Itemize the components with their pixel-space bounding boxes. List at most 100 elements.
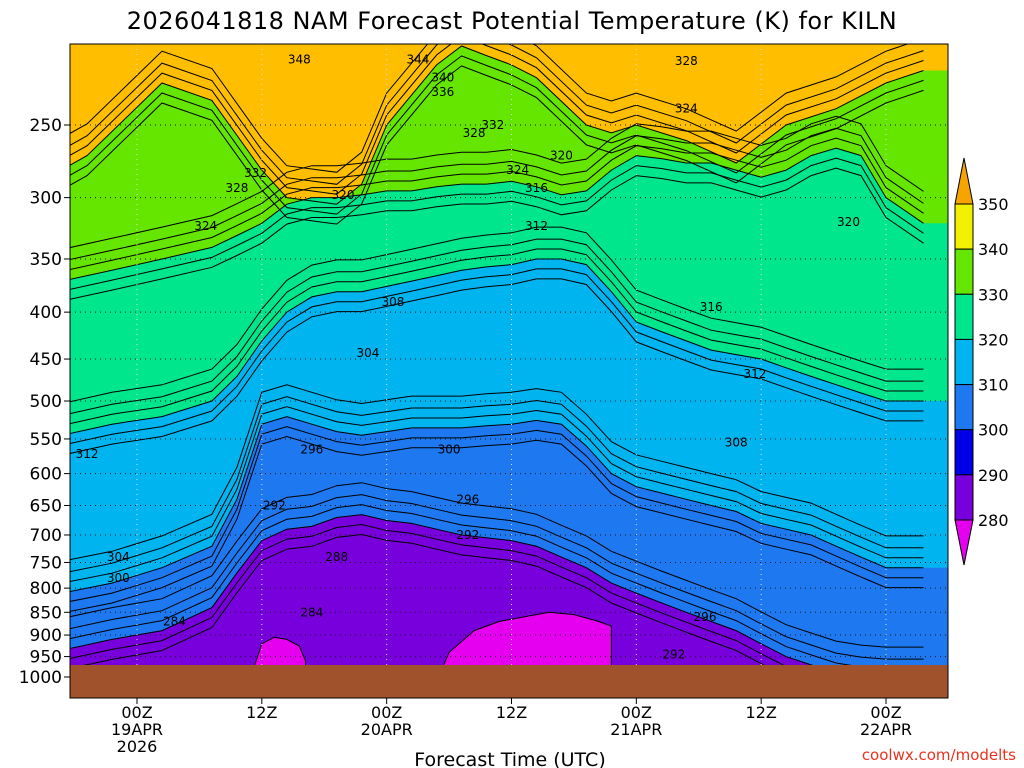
colorbar-label-280: 280 (978, 511, 1009, 530)
colorbar-label-320: 320 (978, 330, 1009, 349)
ground-surface (70, 665, 948, 698)
colorbar: 350 340 330 320 310 300 290 280 (954, 157, 1009, 566)
contour-theta_surface_top-4 (70, 55, 924, 215)
contour-label-284: 284 (300, 605, 323, 619)
x-tick-label-6-1: 19APR (111, 720, 163, 739)
x-tick-label-26-0: 00Z (371, 703, 402, 722)
fill-theta_280_region_b (436, 612, 612, 681)
x-tick-label-46-0: 00Z (621, 703, 652, 722)
contour-label-332: 332 (481, 118, 504, 132)
colorbar-label-310: 310 (978, 376, 1009, 395)
contour-label-304: 304 (356, 346, 379, 360)
y-tick-label-750: 750 (30, 553, 62, 573)
colorbar-segment-350 (954, 203, 974, 250)
contour-label-296: 296 (300, 443, 323, 457)
contour-theta_surface_top-2 (70, 44, 924, 195)
contour-theta_290_boundary-0 (70, 482, 924, 648)
y-tick-label-800: 800 (30, 579, 62, 599)
colorbar-segment-300 (954, 429, 974, 476)
contour-theta_300_boundary-0 (70, 384, 924, 561)
y-tick-label-500: 500 (30, 392, 62, 412)
contour-theta_320_boundary-3 (70, 147, 924, 280)
y-tick-label-650: 650 (30, 497, 62, 517)
colorbar-label-350: 350 (978, 195, 1009, 214)
colorbar-bottom-arrow (954, 519, 974, 566)
contour-label-332: 332 (675, 33, 698, 47)
y-tick-label-450: 450 (30, 350, 62, 370)
plot-area: 348 3443403363323323283243283243203163123… (38, 33, 948, 698)
colorbar-label-300: 300 (978, 421, 1009, 440)
contour-theta_290_boundary-4 (70, 523, 924, 690)
contour-theta_280_region_b-0 (436, 611, 612, 682)
y-tick-label-700: 700 (30, 526, 62, 546)
contour-label-308: 308 (725, 436, 748, 450)
y-tick-label-900: 900 (30, 626, 62, 646)
y-tick-label-950: 950 (30, 648, 62, 668)
chart-title: 2026041818 NAM Forecast Potential Temper… (127, 7, 898, 35)
contour-theta_surface_top-0 (70, 44, 909, 173)
plot-frame (69, 43, 949, 699)
contour-label-296: 296 (456, 492, 479, 506)
contour-label-312: 312 (76, 447, 99, 461)
y-tick-label-1000: 1000 (19, 668, 62, 688)
credit-text: coolwx.com/modelts (862, 746, 1016, 764)
colorbar-label-330: 330 (978, 285, 1009, 304)
contour-theta_surface_top-3 (70, 45, 924, 205)
x-axis-label: Forecast Time (UTC) (414, 749, 605, 768)
contour-label-320: 320 (332, 188, 355, 202)
contour-label-324: 324 (194, 219, 217, 233)
contour-label-328: 328 (225, 181, 248, 195)
colorbar-segment-310 (954, 384, 974, 431)
contour-label-332: 332 (244, 166, 267, 180)
contour-label-316: 316 (700, 300, 723, 314)
contour-label-312: 312 (525, 219, 548, 233)
contour-label-328: 328 (675, 54, 698, 68)
x-tick-label-26-1: 20APR (361, 720, 413, 739)
contour-label-292: 292 (456, 528, 479, 542)
colorbar-segment-320 (954, 338, 974, 386)
contour-label-320: 320 (837, 215, 860, 229)
y-tick-label-350: 350 (30, 250, 62, 270)
colorbar-segment-290 (954, 474, 974, 521)
y-tick-label-300: 300 (30, 189, 62, 209)
x-tick-label-46-1: 21APR (610, 720, 662, 739)
contour-label-336: 336 (431, 85, 454, 99)
x-tick-label-66-0: 00Z (870, 703, 901, 722)
contour-theta_290_boundary-1 (70, 494, 924, 660)
contour-theta_320_boundary-2 (70, 137, 924, 270)
y-tick-label-250: 250 (30, 116, 62, 136)
x-tick-label-36-0: 12Z (496, 703, 527, 722)
contour-label-308: 308 (381, 295, 404, 309)
contour-theta_320_boundary-1 (70, 127, 924, 260)
contour-theta_surface_top-1 (70, 44, 924, 185)
contour-theta_surface_top-5 (70, 65, 924, 225)
x-tick-label-6-2: 2026 (117, 737, 158, 756)
contour-label-288: 288 (325, 550, 348, 564)
x-tick-label-66-1: 22APR (860, 720, 912, 739)
contour-label-284: 284 (163, 615, 186, 629)
contour-label-344: 344 (406, 52, 429, 66)
y-tick-label-600: 600 (30, 465, 62, 485)
contour-label-340: 340 (431, 71, 454, 85)
contour-label-312: 312 (743, 367, 766, 381)
colorbar-segment-340 (954, 248, 974, 295)
contour-theta_290_boundary-2 (70, 504, 924, 670)
contour-theta_320_boundary-4 (70, 157, 924, 290)
contour-label-348: 348 (288, 52, 311, 66)
contour-label-324: 324 (506, 163, 529, 177)
contour-label-324: 324 (675, 102, 698, 116)
colorbar-top-arrow (954, 157, 974, 205)
y-tick-label-850: 850 (30, 603, 62, 623)
y-tick-label-400: 400 (30, 303, 62, 323)
contour-label-300: 300 (438, 443, 461, 457)
contour-label-300: 300 (107, 571, 130, 585)
contour-label-328: 328 (38, 225, 61, 239)
colorbar-label-290: 290 (978, 466, 1009, 485)
x-tick-label-6-0: 00Z (121, 703, 152, 722)
contour-theta_310_boundary-0 (70, 226, 924, 403)
contour-label-296: 296 (694, 610, 717, 624)
contour-label-316: 316 (525, 181, 548, 195)
colorbar-label-340: 340 (978, 240, 1009, 259)
contour-label-328: 328 (463, 126, 486, 140)
contour-label-320: 320 (550, 149, 573, 163)
